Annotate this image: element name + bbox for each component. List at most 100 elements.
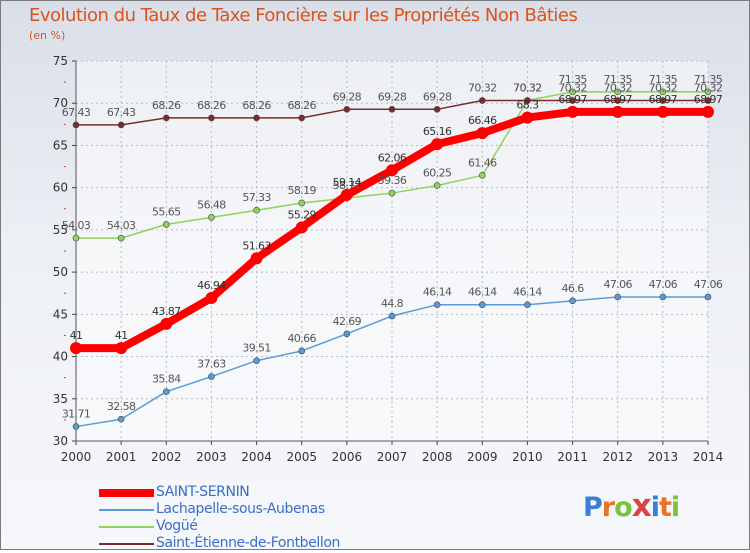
data-point [704,88,712,96]
data-point [702,105,714,118]
logo-letter: o [614,492,633,523]
y-tick-label: 30 [53,434,68,448]
data-label: 71.35 [603,73,632,86]
data-point [250,252,263,265]
data-point [431,138,444,151]
data-label: 69.28 [423,90,452,103]
data-point [72,234,80,242]
logo-letter: t [658,492,672,523]
data-label: 46.14 [513,286,542,299]
x-tick-label: 2001 [106,450,137,464]
data-point [117,415,125,423]
y-tick-label: 60 [53,181,68,195]
data-label: 60.25 [423,167,452,180]
data-label: 58.19 [287,184,316,197]
x-tick-label: 2006 [332,450,363,464]
chart-axes: 30 35 40 45 50 55 60 65 70 75 2000 2001 2002 2003 2004… [53,54,724,464]
logo-letter: r [601,492,615,523]
data-label: 70.32 [558,82,587,95]
x-tick-label: 2011 [557,450,588,464]
chart-data-labels: 31.71 32.58 35.84 37.63 39.51 40.66 42.69 44.8 4… [62,73,724,421]
data-label: 70.32 [603,82,632,95]
y-tick-label: 65 [53,138,68,152]
data-label: 54.03 [107,219,136,232]
data-point [72,121,80,129]
y-axis-unit-label: (en %) [29,29,66,42]
data-label: 46.6 [562,282,585,295]
data-point [659,97,667,104]
data-point [340,188,353,201]
proxiti-logo: Proxiti [583,488,680,524]
data-point [659,88,667,96]
data-point [253,206,260,214]
data-label: 35.84 [152,373,181,386]
data-label: 69.28 [333,90,362,103]
data-point [208,373,215,380]
legend-swatch [99,526,154,528]
data-point [298,114,306,122]
series-saint-etienne-de-fontbellon [72,97,712,129]
data-point [614,293,622,301]
data-point [117,234,125,242]
x-tick-label: 2004 [241,450,272,464]
data-label: 59.36 [378,174,407,187]
logo-letter: i [670,492,680,523]
data-point [433,182,441,189]
data-label: 41 [70,329,83,342]
x-tick-label: 2012 [602,450,633,464]
logo-letter: P [583,492,603,523]
data-label: 70.32 [468,82,497,95]
data-label: 32.58 [107,400,136,413]
data-point [295,221,308,234]
data-point [659,293,667,301]
x-tick-label: 2007 [377,450,408,464]
data-label: 70.32 [513,82,542,95]
y-tick-label: 45 [53,307,68,321]
x-tick-label: 2008 [422,450,453,464]
chart-title: Evolution du Taux de Taxe Foncière sur l… [29,5,578,26]
data-point [704,293,712,301]
x-tick-label: 2009 [467,450,498,464]
data-label: 46.94 [197,279,226,292]
data-label: 37.63 [197,358,226,371]
data-point [386,164,398,177]
data-point [614,97,622,104]
chart-series [70,88,714,430]
data-label: 54.03 [62,219,91,232]
logo-letter: x [631,488,652,524]
legend-label: Saint-Étienne-de-Fontbellon [156,535,340,551]
legend-label: SAINT-SERNIN [156,484,250,500]
y-tick-label: 75 [53,54,68,68]
x-tick-label: 2000 [61,450,92,464]
data-label: 46.14 [468,286,497,299]
data-label: 70.32 [649,82,678,95]
data-point [343,330,351,338]
data-point [433,301,441,309]
data-label: 58.77 [333,179,362,192]
data-point [478,172,486,179]
legend-label: Vogüé [156,518,198,534]
data-point [117,121,125,129]
data-point [72,423,80,430]
data-label: 71.35 [558,73,587,86]
x-tick-label: 2010 [512,450,543,464]
data-label: 67.43 [62,106,91,119]
x-tick-label: 2005 [286,450,317,464]
data-label: 68.26 [287,99,316,112]
data-point [253,114,260,122]
data-label: 68.26 [242,99,271,112]
data-label: 68.97 [558,93,587,106]
data-label: 55.29 [287,208,316,221]
data-label: 57.33 [242,191,271,204]
legend-label: Lachapelle-sous-Aubenas [156,501,325,517]
data-label: 71.35 [694,73,723,86]
series-lachapelle-sous-aubenas [72,293,712,430]
chart-grid [75,60,709,442]
data-label: 56.48 [197,198,226,211]
legend-swatch [99,489,154,497]
data-point [611,105,624,118]
data-label: 39.51 [242,342,271,355]
series-saint-sernin [70,105,714,355]
data-point [521,111,534,124]
data-label: 40.66 [287,332,316,345]
